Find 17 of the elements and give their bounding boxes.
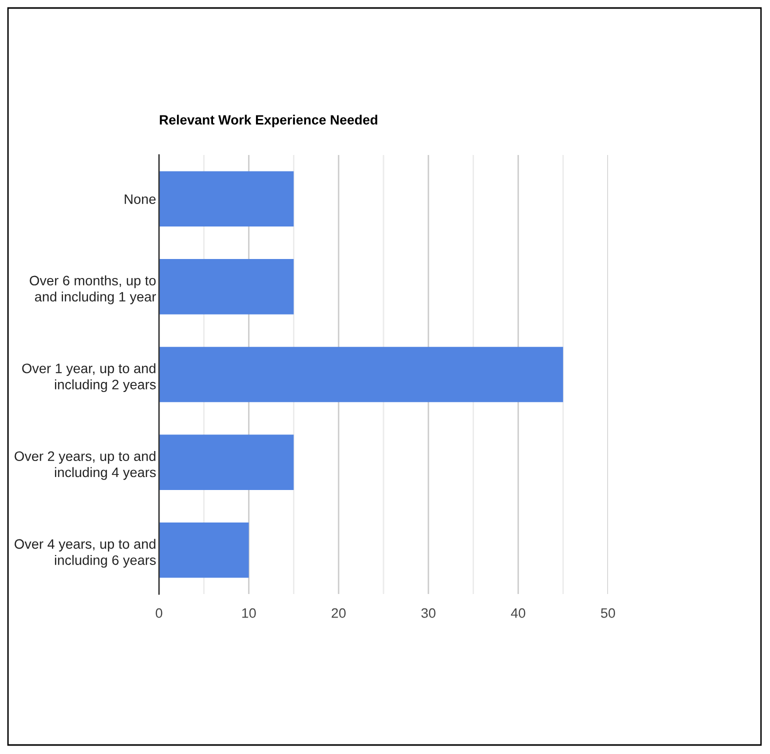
bar (159, 259, 294, 314)
y-tick-label: Over 2 years, up to and including 4 years (14, 451, 156, 480)
bar (159, 171, 294, 227)
y-tick-label: Over 1 year, up to and including 2 years (22, 363, 156, 392)
x-tick-label: 10 (242, 608, 256, 618)
x-tick-label: 30 (421, 608, 436, 618)
x-tick-label: 20 (332, 608, 346, 618)
y-tick-label: None (124, 194, 156, 204)
y-tick-label: Over 6 months, up to and including 1 year (30, 275, 156, 304)
chart-title: Relevant Work Experience Needed (160, 114, 378, 128)
x-tick-label: 0 (156, 608, 162, 618)
y-tick-label: Over 4 years, up to and including 6 years (14, 538, 156, 568)
x-tick-label: 40 (510, 608, 526, 618)
bar (159, 522, 249, 578)
bar (159, 346, 564, 402)
bar (159, 434, 294, 490)
x-tick-label: 50 (600, 608, 616, 618)
